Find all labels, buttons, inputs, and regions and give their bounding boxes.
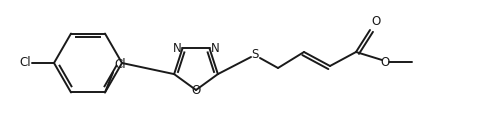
Text: N: N <box>211 42 219 55</box>
Text: S: S <box>251 49 259 61</box>
Text: O: O <box>191 84 201 97</box>
Text: N: N <box>173 42 182 55</box>
Text: Cl: Cl <box>19 56 31 70</box>
Text: O: O <box>371 15 380 28</box>
Text: Cl: Cl <box>114 58 126 71</box>
Text: O: O <box>380 55 389 69</box>
